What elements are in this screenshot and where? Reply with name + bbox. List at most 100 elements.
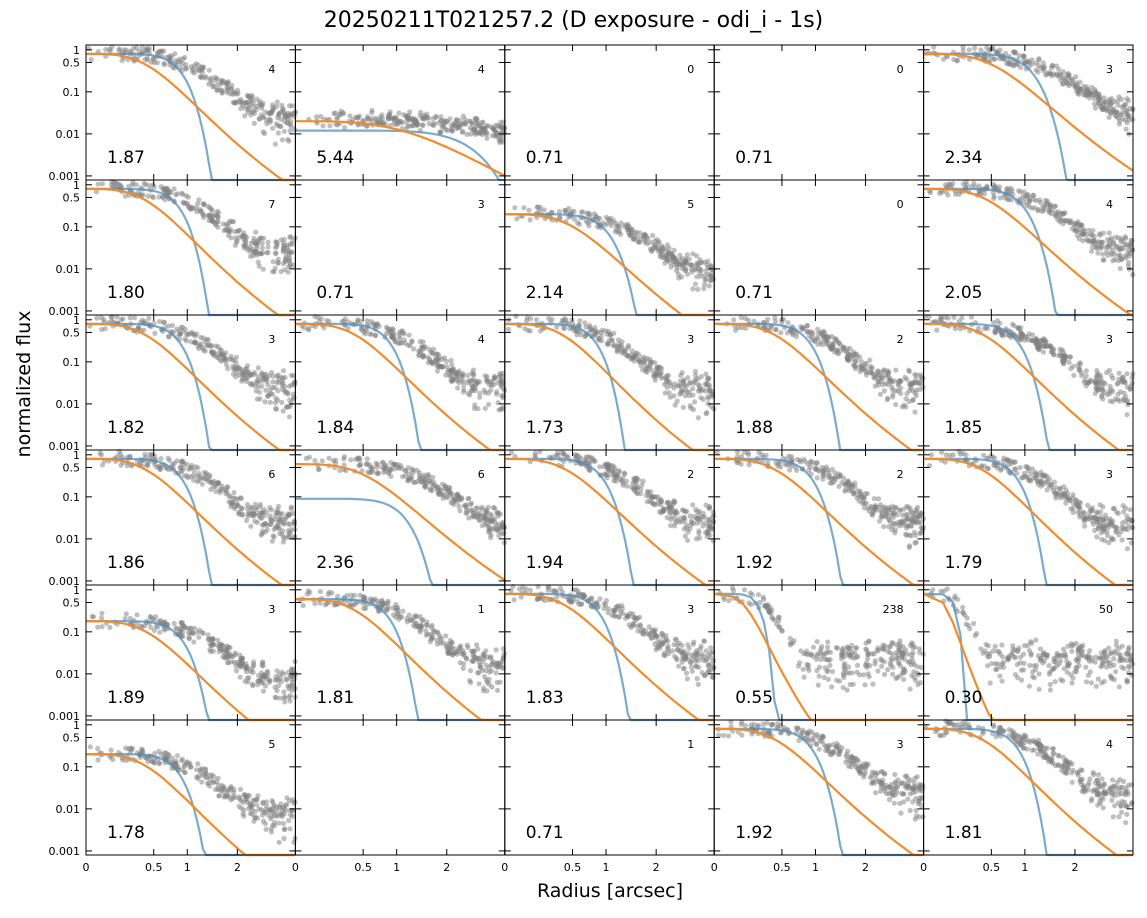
- data-point: [640, 359, 647, 365]
- data-point: [1075, 509, 1081, 515]
- data-point: [1107, 242, 1113, 248]
- data-point: [156, 463, 162, 469]
- data-point: [402, 468, 408, 474]
- data-point: [1109, 252, 1115, 258]
- data-point: [590, 458, 596, 464]
- data-point: [256, 263, 262, 269]
- data-point: [239, 505, 245, 511]
- data-point: [906, 367, 912, 373]
- data-point: [369, 468, 375, 474]
- data-point: [178, 459, 185, 465]
- data-point: [201, 469, 207, 475]
- data-point: [403, 113, 409, 119]
- data-point: [738, 315, 744, 321]
- data-point: [198, 73, 204, 79]
- data-point: [1118, 112, 1125, 118]
- data-point: [426, 356, 433, 362]
- data-point: [1124, 371, 1130, 377]
- data-point: [1120, 503, 1126, 509]
- psf-panel: 5.444: [294, 44, 508, 182]
- data-point: [642, 232, 648, 238]
- data-point: [708, 277, 714, 283]
- data-point: [1124, 412, 1130, 418]
- data-point: [1123, 398, 1129, 404]
- data-point: [1113, 524, 1119, 531]
- data-point: [527, 217, 533, 223]
- data-point: [1023, 464, 1029, 470]
- fwhm-value: 1.86: [107, 553, 145, 573]
- chart-title: 20250211T021257.2 (D exposure - odi_i - …: [323, 8, 824, 33]
- data-point: [862, 501, 868, 507]
- y-tick-label: 1: [73, 449, 80, 462]
- data-point: [259, 378, 265, 384]
- data-point: [1011, 323, 1017, 329]
- data-point: [416, 472, 422, 478]
- data-point: [246, 675, 252, 681]
- data-point: [682, 517, 688, 523]
- data-point: [1114, 509, 1120, 515]
- data-point: [528, 316, 534, 322]
- data-point: [697, 535, 703, 541]
- data-point: [1004, 457, 1010, 463]
- data-point: [217, 489, 223, 496]
- data-point: [193, 339, 199, 346]
- data-point: [513, 313, 519, 319]
- data-point: [435, 352, 442, 358]
- data-point: [628, 232, 634, 238]
- y-tick-label: 0.5: [63, 56, 81, 69]
- data-point: [466, 495, 472, 501]
- data-point: [185, 475, 191, 481]
- data-point: [494, 509, 500, 515]
- data-point: [473, 116, 479, 122]
- data-point: [262, 109, 268, 115]
- data-point: [491, 127, 497, 133]
- data-point: [436, 491, 442, 498]
- data-point: [150, 195, 156, 201]
- data-point: [1018, 325, 1024, 331]
- data-point: [939, 316, 945, 322]
- data-point: [253, 106, 259, 112]
- data-point: [201, 64, 207, 71]
- data-point: [468, 131, 474, 137]
- data-point: [275, 256, 281, 262]
- data-point: [291, 519, 297, 525]
- data-point: [690, 406, 697, 413]
- data-point: [148, 624, 154, 630]
- data-point: [1058, 217, 1064, 223]
- data-point: [475, 505, 481, 511]
- data-point: [168, 53, 175, 59]
- data-point: [214, 87, 221, 93]
- data-point: [702, 277, 709, 283]
- data-point: [1095, 372, 1101, 378]
- data-point: [410, 470, 416, 476]
- data-point: [377, 117, 383, 123]
- data-point: [448, 126, 454, 132]
- data-point: [670, 254, 676, 261]
- star-count: 6: [478, 468, 485, 481]
- data-point: [745, 317, 752, 323]
- y-tick-label: 0.1: [63, 491, 81, 504]
- data-point: [825, 467, 831, 473]
- data-point: [235, 510, 242, 516]
- data-point: [103, 47, 109, 53]
- data-point: [886, 374, 892, 380]
- data-point: [828, 475, 834, 482]
- data-point: [607, 463, 613, 469]
- data-point: [491, 376, 497, 382]
- data-point: [654, 365, 660, 371]
- data-point: [820, 473, 826, 479]
- data-point: [274, 99, 280, 105]
- data-point: [679, 256, 686, 262]
- data-point: [893, 367, 899, 373]
- data-point: [341, 454, 348, 460]
- data-point: [391, 461, 397, 467]
- data-point: [430, 351, 436, 357]
- data-point: [1024, 202, 1030, 208]
- data-point: [147, 613, 153, 620]
- psf-panel: 1.853: [922, 313, 1136, 452]
- data-point: [612, 466, 618, 472]
- data-point: [604, 475, 610, 481]
- data-point: [494, 389, 500, 395]
- data-point: [279, 102, 285, 108]
